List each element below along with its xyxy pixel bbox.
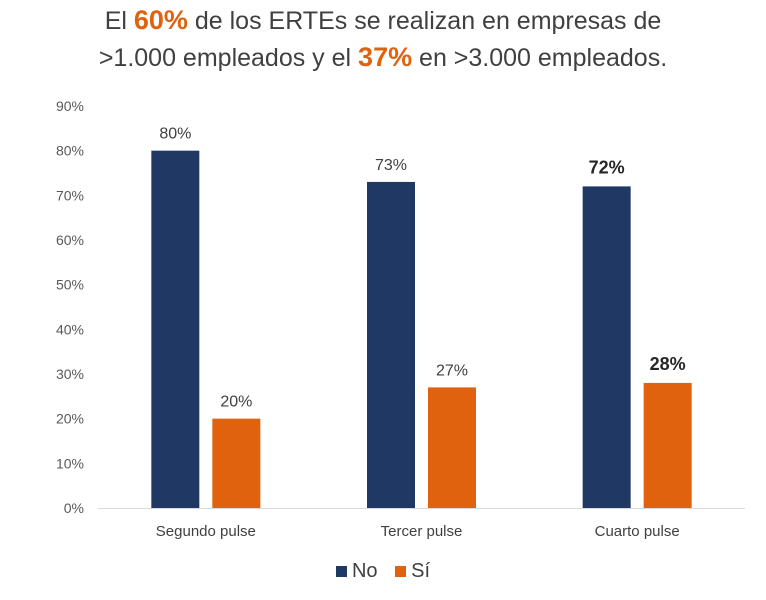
x-tick-label: Segundo pulse (156, 523, 256, 540)
title-line1-post: de los ERTEs se realizan en empresas de (187, 7, 662, 35)
data-label: 72% (589, 157, 625, 177)
x-axis: Segundo pulse Tercer pulse Cuarto pulse (156, 523, 680, 540)
y-tick-label: 50% (56, 277, 84, 293)
title-highlight-60: 60% (133, 5, 188, 35)
title-line1-pre: El (104, 7, 134, 35)
data-label: 28% (650, 354, 686, 374)
y-tick-label: 0% (64, 500, 84, 516)
y-tick-label: 90% (56, 98, 84, 114)
y-tick-label: 40% (56, 321, 84, 337)
title-line2-pre: >1.000 empleados y el (98, 44, 359, 72)
bar-si (428, 387, 476, 508)
legend-label-si: Sí (411, 560, 431, 582)
x-tick-label: Tercer pulse (381, 523, 463, 540)
data-label: 73% (375, 157, 407, 174)
chart-title: El 60% de los ERTEs se realizan en empre… (0, 2, 766, 76)
title-line-2: >1.000 empleados y el 37% en >3.000 empl… (0, 39, 766, 76)
data-label: 27% (436, 362, 468, 379)
x-tick-label: Cuarto pulse (595, 523, 680, 540)
legend-swatch-si (395, 566, 407, 577)
y-tick-label: 20% (56, 411, 84, 427)
title-highlight-37: 37% (358, 42, 413, 72)
legend-item-si: Sí (395, 560, 430, 583)
data-label: 80% (159, 126, 191, 143)
y-axis: 0% 10% 20% 30% 40% 50% 60% 70% 80% 90% (56, 98, 84, 516)
y-tick-label: 30% (56, 366, 84, 382)
y-tick-label: 10% (56, 455, 84, 471)
y-tick-label: 70% (56, 187, 84, 203)
y-tick-label: 80% (56, 143, 84, 159)
bar-no (151, 150, 200, 508)
y-tick-label: 60% (56, 232, 84, 248)
bar-no (367, 181, 415, 508)
title-line2-post: en >3.000 empleados. (412, 44, 668, 72)
data-label: 20% (220, 394, 252, 411)
title-line-1: El 60% de los ERTEs se realizan en empre… (0, 2, 766, 39)
bar-si (643, 382, 692, 508)
legend-label-no: No (351, 560, 378, 582)
legend-item-no: No (335, 560, 378, 583)
legend: No Sí (0, 560, 766, 583)
bar-no (582, 186, 631, 508)
bar-si (212, 418, 261, 508)
bars: 80% 20% 73% 27% 72% 28% (151, 126, 692, 508)
legend-swatch-no (335, 566, 347, 577)
